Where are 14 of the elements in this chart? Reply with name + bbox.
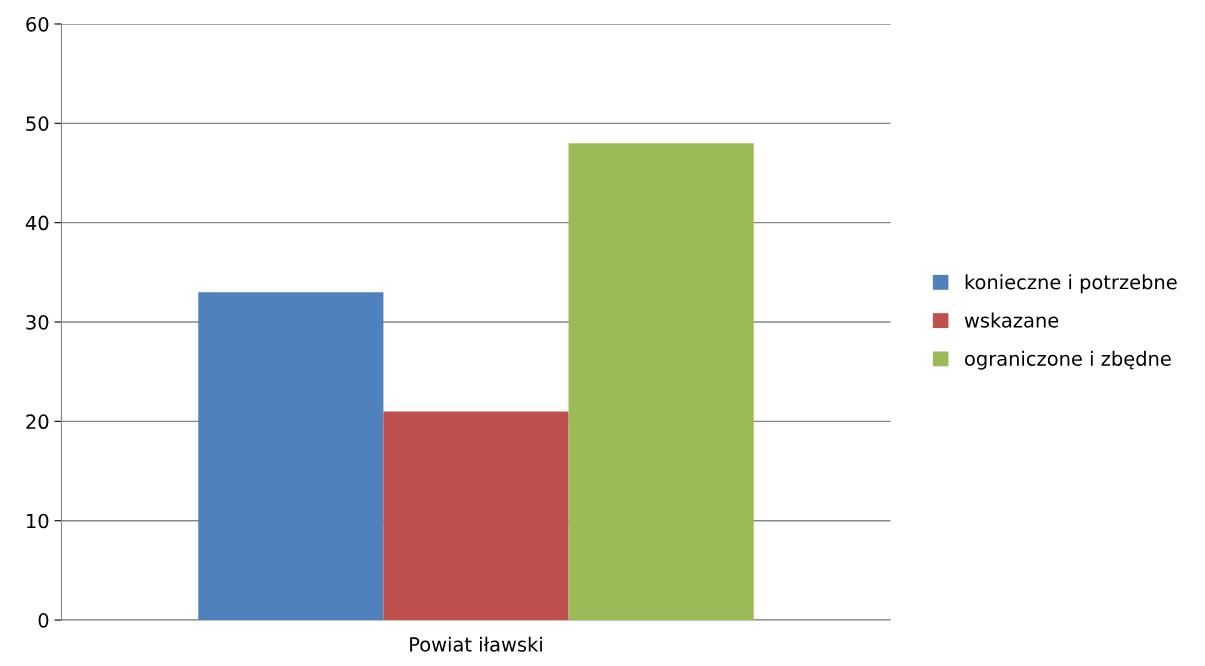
legend-label: wskazane <box>964 312 1059 328</box>
y-tick-label: 60 <box>26 16 49 32</box>
legend-label: konieczne i potrzebne <box>965 274 1177 294</box>
y-tick-label: 20 <box>26 414 49 430</box>
bar <box>568 143 754 621</box>
y-tick-label: 0 <box>38 613 49 628</box>
x-tick-label: Powiat iławski <box>410 636 542 652</box>
y-tick-label: 10 <box>27 513 49 529</box>
y-tick-label: 30 <box>26 314 49 330</box>
bar <box>383 411 569 621</box>
bar <box>198 292 384 621</box>
legend-label: ograniczone i zbędne <box>965 350 1171 370</box>
y-tick-label: 50 <box>26 116 49 131</box>
y-tick-label: 40 <box>25 215 49 231</box>
